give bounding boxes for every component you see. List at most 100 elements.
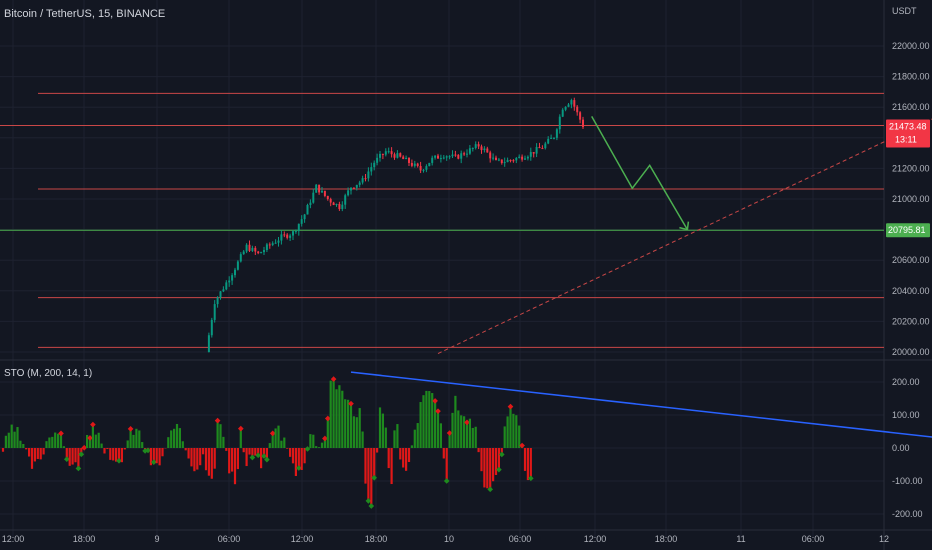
candle-body xyxy=(292,231,294,236)
osc-histogram-bar xyxy=(291,448,295,464)
candle-body xyxy=(521,156,524,160)
osc-histogram-bar xyxy=(173,428,176,448)
candle-body xyxy=(558,116,561,130)
osc-histogram-bar xyxy=(515,415,518,448)
osc-histogram-bar xyxy=(355,417,358,448)
candle-body xyxy=(477,144,480,147)
osc-histogram-bar xyxy=(460,415,463,448)
osc-histogram-bar xyxy=(410,445,413,448)
candle-body xyxy=(422,169,425,171)
osc-histogram-bar xyxy=(503,426,506,448)
candle-body xyxy=(437,155,439,159)
candle-body xyxy=(379,153,381,158)
candle-body xyxy=(402,156,405,160)
candle-body xyxy=(265,244,268,251)
current-price-label: 21473.48 xyxy=(889,122,927,132)
osc-histogram-bar xyxy=(425,390,428,448)
osc-histogram-bar xyxy=(300,448,303,470)
time-tick-label: 06:00 xyxy=(802,534,825,544)
osc-histogram-bar xyxy=(187,448,190,459)
osc-histogram-bar xyxy=(294,448,297,477)
osc-histogram-bar xyxy=(480,448,483,472)
osc-histogram-bar xyxy=(378,407,382,448)
osc-histogram-bar xyxy=(219,424,222,448)
osc-histogram-bar xyxy=(523,448,527,471)
osc-signal-marker xyxy=(330,376,337,382)
osc-histogram-bar xyxy=(262,448,266,457)
osc-signal-marker xyxy=(496,466,502,473)
candle-body xyxy=(323,190,326,196)
candle-body xyxy=(332,202,335,206)
osc-histogram-bar xyxy=(422,395,425,448)
candle-body xyxy=(460,153,463,159)
candle-body xyxy=(532,152,535,154)
candle-body xyxy=(326,195,329,200)
candle-body xyxy=(329,199,332,203)
osc-histogram-bar xyxy=(62,446,65,448)
osc-histogram-bar xyxy=(86,434,89,448)
osc-histogram-bar xyxy=(274,428,277,448)
osc-histogram-bar xyxy=(506,416,509,448)
time-tick-label: 12 xyxy=(879,534,889,544)
candle-body xyxy=(283,234,286,236)
osc-histogram-bar xyxy=(158,448,161,466)
candle-body xyxy=(274,242,277,244)
osc-histogram-bar xyxy=(405,448,408,471)
osc-histogram-bar xyxy=(489,448,492,490)
osc-histogram-bar xyxy=(329,380,332,448)
osc-histogram-bar xyxy=(19,440,22,448)
osc-histogram-bar xyxy=(497,448,500,470)
osc-histogram-bar xyxy=(320,442,324,448)
osc-histogram-bar xyxy=(161,448,164,457)
osc-histogram-bar xyxy=(402,448,405,468)
osc-signal-marker xyxy=(264,456,270,463)
osc-histogram-bar xyxy=(7,432,10,448)
osc-signal-marker xyxy=(90,421,96,428)
osc-signal-marker xyxy=(255,452,262,459)
candle-body xyxy=(457,154,460,159)
osc-signal-marker xyxy=(446,430,453,436)
osc-histogram-bar xyxy=(233,448,237,485)
candle-body xyxy=(341,204,344,210)
osc-histogram-bar xyxy=(181,441,184,448)
osc-signal-marker xyxy=(371,474,378,481)
candle-body xyxy=(518,156,521,159)
countdown-label: 13:11 xyxy=(895,135,917,145)
osc-histogram-bar xyxy=(526,448,529,481)
osc-histogram-bar xyxy=(213,448,216,469)
osc-histogram-bar xyxy=(381,413,384,448)
osc-signal-marker xyxy=(365,498,372,504)
candle-body xyxy=(300,219,303,224)
osc-histogram-bar xyxy=(465,422,469,448)
candle-body xyxy=(408,157,410,163)
osc-histogram-bar xyxy=(312,434,315,448)
candle-body xyxy=(483,148,486,151)
candle-body xyxy=(416,163,419,166)
candle-body xyxy=(495,157,497,161)
osc-histogram-bar xyxy=(149,448,152,466)
osc-histogram-bar xyxy=(245,448,248,467)
osc-signal-marker xyxy=(116,457,122,464)
osc-histogram-bar xyxy=(303,448,306,464)
candle-body xyxy=(376,157,379,163)
candle-body xyxy=(567,104,570,107)
osc-histogram-bar xyxy=(500,448,503,455)
candle-body xyxy=(245,244,248,252)
candle-body xyxy=(480,146,483,151)
candle-body xyxy=(254,247,257,252)
osc-histogram-bar xyxy=(210,448,213,479)
time-tick-label: 12:00 xyxy=(2,534,25,544)
osc-signal-marker xyxy=(81,444,88,451)
candle-body xyxy=(373,162,376,168)
osc-histogram-bar xyxy=(335,389,338,448)
osc-histogram-bar xyxy=(471,427,474,448)
osc-histogram-bar xyxy=(286,448,289,449)
osc-signal-marker xyxy=(304,446,311,452)
candle-body xyxy=(318,184,321,193)
price-tick-label: 22000.00 xyxy=(892,41,930,51)
candle-body xyxy=(248,244,251,251)
osc-histogram-bar xyxy=(431,393,434,448)
candle-body xyxy=(439,158,442,160)
